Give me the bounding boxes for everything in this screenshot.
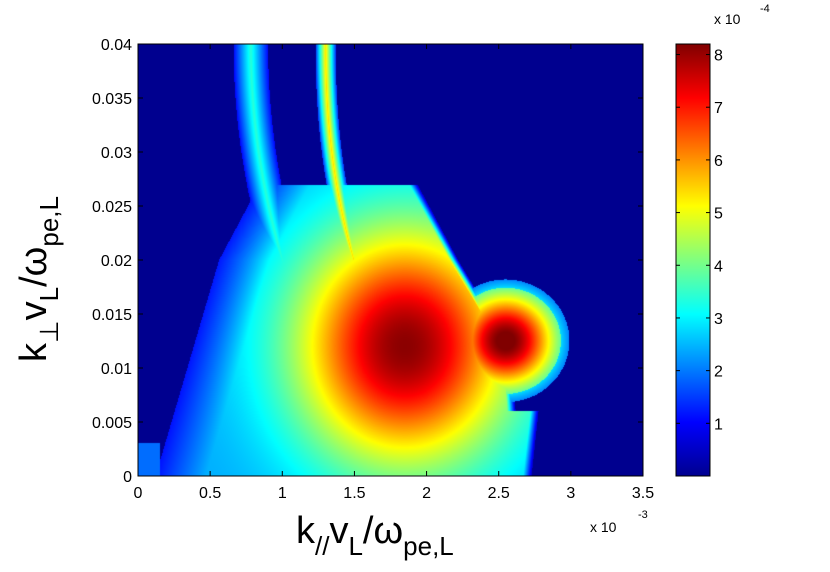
colorbar-tick-label: 6 [714, 153, 723, 170]
colorbar-multiplier-exponent: -4 [760, 3, 770, 15]
y-tick-label: 0 [123, 469, 132, 486]
x-tick-label: 3.5 [632, 485, 654, 502]
x-tick-label: 2.5 [488, 485, 510, 502]
heatmap-image [138, 44, 643, 476]
colorbar-tick-label: 1 [714, 416, 723, 433]
plot-area [137, 43, 644, 477]
colorbar-tick-label: 3 [714, 311, 723, 328]
colorbar-tick-label: 8 [714, 48, 723, 65]
colorbar-ticks: 1 2 3 4 5 6 7 8 [676, 48, 723, 433]
y-tick-label: 0.005 [92, 415, 132, 432]
xlabel-omega-sub: pe,L [403, 531, 454, 561]
colorbar: 1 2 3 4 5 6 7 8 x 10 -4 [675, 3, 770, 477]
y-axis-label: k⊥vL/ωpe,L [13, 196, 64, 362]
y-tick-label: 0.01 [101, 361, 132, 378]
ylabel-v-sub: L [34, 287, 64, 301]
xlabel-v-sub: L [348, 531, 362, 561]
colorbar-tick-label: 4 [714, 258, 723, 275]
y-axis-ticks: 0 0.005 0.01 0.015 0.02 0.025 0.03 0.035 0.04 [92, 37, 643, 486]
y-tick-label: 0.03 [101, 145, 132, 162]
x-tick-label: 3 [566, 485, 575, 502]
ylabel-v: v [13, 301, 55, 320]
x-tick-label: 1.5 [343, 485, 365, 502]
y-tick-label: 0.02 [101, 253, 132, 270]
ylabel-k: k [13, 342, 55, 362]
ylabel-k-sub: ⊥ [34, 320, 64, 343]
x-multiplier: x 10 [590, 519, 617, 535]
colorbar-tick-label: 5 [714, 206, 723, 223]
x-multiplier-exponent: -3 [638, 509, 648, 521]
ylabel-slash: / [13, 276, 55, 287]
xlabel-k: k [296, 510, 316, 552]
x-tick-label: 0 [134, 485, 143, 502]
xlabel-k-sub: // [315, 531, 330, 561]
ylabel-omega-sub: pe,L [34, 196, 64, 247]
colorbar-multiplier: x 10 [714, 11, 741, 27]
x-axis-ticks: 0 0.5 1 1.5 2 2.5 3 3.5 [134, 44, 654, 502]
xlabel-slash: / [363, 510, 374, 552]
xlabel-omega: ω [373, 510, 403, 552]
y-tick-label: 0.015 [92, 307, 132, 324]
ylabel-omega: ω [13, 247, 55, 277]
colorbar-fill [675, 43, 711, 477]
x-multiplier-base: x 10 [590, 519, 617, 535]
y-tick-label: 0.04 [101, 37, 132, 54]
x-tick-label: 0.5 [199, 485, 221, 502]
x-tick-label: 2 [422, 485, 431, 502]
y-tick-label: 0.035 [92, 91, 132, 108]
colorbar-tick-label: 7 [714, 100, 723, 117]
y-tick-label: 0.025 [92, 199, 132, 216]
x-tick-label: 1 [278, 485, 287, 502]
colorbar-tick-label: 2 [714, 364, 723, 381]
x-axis-label: k//vL/ωpe,L [296, 510, 454, 561]
xlabel-v: v [329, 510, 348, 552]
